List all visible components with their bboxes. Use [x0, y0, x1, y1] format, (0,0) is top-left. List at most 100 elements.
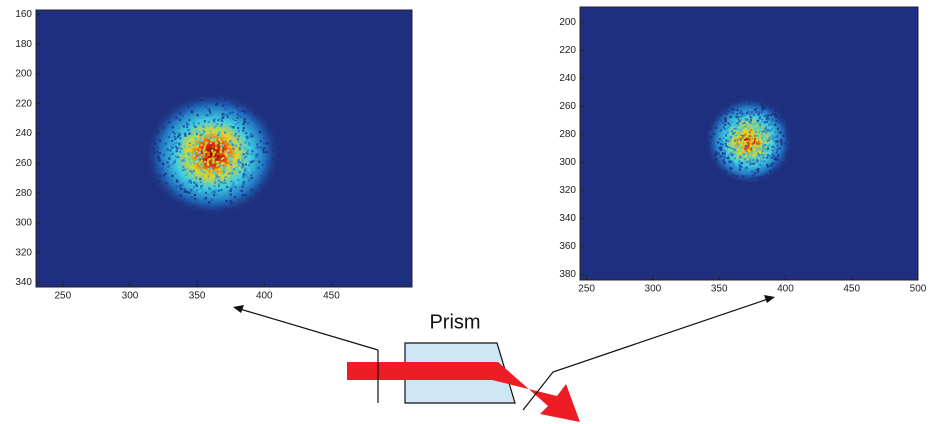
speckle	[220, 141, 222, 143]
speckle	[190, 181, 192, 183]
speckle	[186, 121, 188, 123]
speckle	[218, 173, 220, 175]
speckle	[748, 121, 750, 123]
speckle	[193, 122, 195, 124]
speckle	[174, 142, 176, 144]
x-tick-label: 500	[910, 284, 927, 295]
speckle	[196, 189, 198, 191]
speckle	[168, 157, 170, 159]
speckle	[229, 154, 231, 156]
speckle	[233, 206, 235, 208]
speckle	[233, 180, 235, 182]
speckle	[265, 142, 267, 144]
speckle	[774, 147, 776, 149]
speckle	[235, 129, 237, 131]
speckle	[260, 184, 262, 186]
speckle	[725, 145, 727, 147]
speckle	[765, 129, 767, 131]
speckle	[260, 146, 262, 148]
speckle	[724, 124, 726, 126]
speckle	[262, 164, 264, 166]
speckle	[230, 161, 232, 163]
speckle	[708, 146, 710, 148]
speckle	[788, 132, 790, 134]
speckle	[237, 159, 239, 161]
speckle	[224, 168, 226, 170]
speckle	[220, 148, 222, 150]
speckle	[747, 146, 749, 148]
speckle	[176, 150, 178, 152]
speckle	[197, 143, 199, 145]
speckle	[205, 105, 207, 107]
speckle	[236, 117, 238, 119]
arrow	[240, 309, 378, 350]
speckle	[782, 135, 784, 137]
speckle	[192, 206, 194, 208]
speckle	[224, 108, 226, 110]
speckle	[216, 127, 218, 129]
speckle	[207, 137, 209, 139]
speckle	[240, 190, 242, 192]
speckle	[163, 154, 165, 156]
speckle	[733, 108, 735, 110]
speckle	[196, 161, 198, 163]
speckle	[772, 113, 774, 115]
speckle	[245, 164, 247, 166]
speckle	[205, 186, 207, 188]
speckle	[245, 168, 247, 170]
speckle	[753, 145, 755, 147]
speckle	[770, 111, 772, 113]
speckle	[236, 105, 238, 107]
speckle	[783, 141, 785, 143]
speckle	[742, 131, 744, 133]
speckle	[748, 137, 750, 139]
speckle	[740, 133, 742, 135]
speckle	[256, 195, 258, 197]
speckle	[184, 190, 186, 192]
speckle	[244, 194, 246, 196]
speckle	[177, 135, 179, 137]
speckle	[761, 117, 763, 119]
speckle	[188, 133, 190, 135]
speckle	[767, 144, 769, 146]
speckle	[758, 113, 760, 115]
speckle	[193, 182, 195, 184]
speckle	[169, 164, 171, 166]
speckle	[195, 177, 197, 179]
speckle	[243, 113, 245, 115]
speckle	[735, 144, 737, 146]
speckle	[766, 156, 768, 158]
speckle	[157, 131, 159, 133]
speckle	[761, 152, 763, 154]
speckle	[757, 120, 759, 122]
speckle	[725, 133, 727, 135]
speckle	[730, 171, 732, 173]
speckle	[202, 149, 204, 151]
speckle	[777, 128, 779, 130]
speckle	[217, 97, 219, 99]
speckle	[756, 137, 758, 139]
speckle	[230, 96, 232, 98]
arrow-head	[233, 305, 244, 313]
speckle	[203, 133, 205, 135]
speckle	[756, 163, 758, 165]
speckle	[153, 152, 155, 154]
speckle	[199, 148, 201, 150]
speckle	[157, 147, 159, 149]
speckle	[234, 135, 236, 137]
speckle	[244, 118, 246, 120]
speckle	[216, 146, 218, 148]
speckle	[233, 129, 235, 131]
speckle	[176, 147, 178, 149]
speckle	[747, 149, 749, 151]
speckle	[734, 160, 736, 162]
speckle	[201, 154, 203, 156]
speckle	[169, 154, 171, 156]
speckle	[739, 165, 741, 167]
speckle	[229, 200, 231, 202]
speckle	[715, 151, 717, 153]
speckle	[770, 137, 772, 139]
speckle	[209, 175, 211, 177]
speckle	[225, 166, 227, 168]
speckle	[764, 135, 766, 137]
